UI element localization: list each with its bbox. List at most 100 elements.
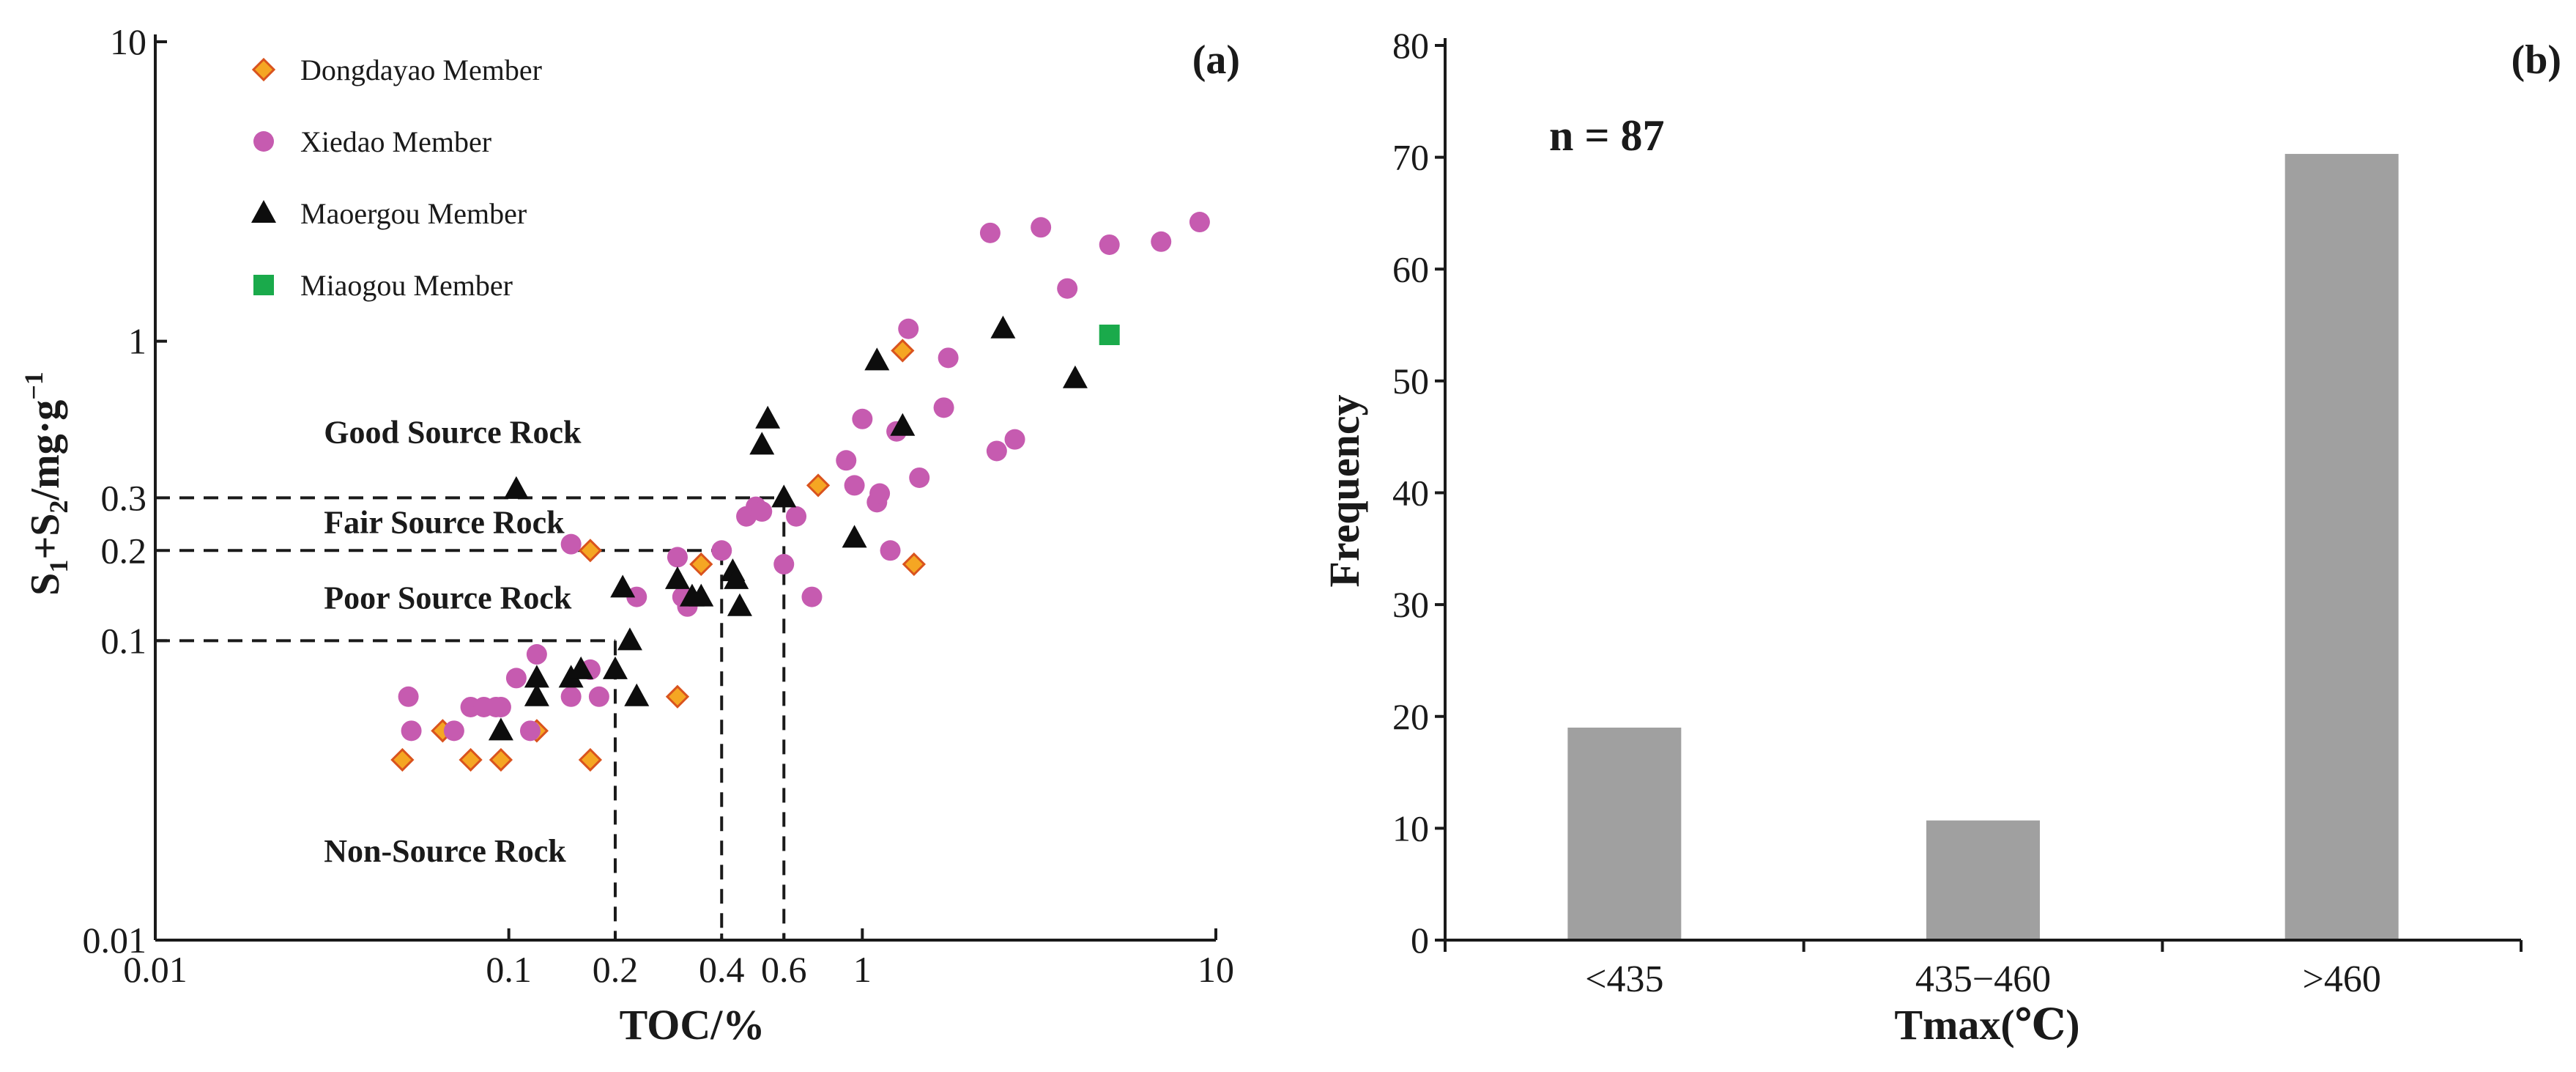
bar-460: [2284, 154, 2399, 940]
xiedao-member-point: [398, 686, 419, 707]
y-title-sup: −1: [19, 371, 48, 400]
panel-b-axes: [1444, 38, 2521, 942]
xiedao-member-point: [979, 222, 1001, 243]
panel-b-y-axis-title: Frequency: [1321, 394, 1368, 587]
maoergou-member-point: [617, 627, 642, 651]
panel-b: 0 10 20 30 40 50 60 70 80 <435 435−460 >460 (b) n =…: [1321, 25, 2561, 1049]
dongdayao-member-point: [390, 747, 415, 772]
b-y-tick-label: 70: [1392, 137, 1429, 178]
y-title-unit: /mg·g: [23, 400, 68, 501]
xiedao-member-point: [519, 720, 541, 742]
zone-label-non-source-rock: Non-Source Rock: [324, 833, 566, 869]
y-tick-label: 10: [110, 21, 146, 62]
xiedao-member-point: [1099, 234, 1120, 255]
panel-a-legend: Dongdayao Member Xiedao Member Maoergou Me…: [251, 53, 542, 302]
maoergou-member-point: [664, 566, 690, 589]
xiedao-member-point: [1057, 278, 1078, 299]
maoergou-member-point: [602, 656, 628, 679]
xiedao-member-point: [869, 483, 891, 504]
y-tick-label: 1: [128, 321, 146, 362]
panel-a-y-axis-title: S1+S2/mg·g−1: [19, 371, 73, 596]
dongdayao-member-point: [665, 684, 690, 709]
panel-a: 0.01 0.1 0.2 0.4 0.6 1 10 0.01 0.1 0.2 0.3 1 10 Good…: [19, 21, 1240, 1049]
panel-a-axes: [154, 34, 1216, 942]
xiedao-member-point: [844, 475, 865, 496]
zone-label-fair-source-rock: Fair Source Rock: [324, 505, 565, 541]
y-tick-label: 0.3: [101, 477, 147, 518]
maoergou-member-point: [724, 566, 749, 589]
x-tick-label: 0.1: [486, 949, 532, 990]
x-tick-label: 1: [853, 949, 872, 990]
maoergou-member-point: [842, 525, 867, 548]
bar-435: [1567, 728, 1682, 940]
panel-b-annotation: n = 87: [1549, 111, 1665, 160]
xiedao-member-point: [443, 720, 464, 742]
xiedao-member-point: [667, 547, 688, 568]
panel-b-ticks: 0 10 20 30 40 50 60 70 80 <435 435−460 >460: [1392, 25, 2523, 1000]
xiedao-member-point: [1004, 429, 1025, 450]
xiedao-member-point: [560, 686, 582, 707]
panel-b-bars: [1567, 154, 2399, 940]
y-title-sub2: 2: [44, 500, 73, 514]
maoergou-member-point: [990, 315, 1016, 339]
b-y-tick-label: 50: [1392, 361, 1429, 402]
b-y-tick-label: 30: [1392, 584, 1429, 625]
maoergou-member-point: [890, 413, 916, 436]
xiedao-member-point: [801, 586, 823, 607]
b-y-tick-label: 40: [1392, 473, 1429, 514]
y-tick-label: 0.01: [83, 920, 147, 961]
maoergou-member-point: [755, 405, 781, 429]
dongdayao-member-point: [459, 747, 483, 772]
miaogou-member-point: [1099, 325, 1120, 346]
legend-label-xiedao-member: Xiedao Member: [300, 125, 491, 158]
xiedao-member-point: [1151, 231, 1172, 252]
panel-a-x-axis-title: TOC/%: [620, 1001, 765, 1049]
b-y-tick-label: 20: [1392, 696, 1429, 737]
maoergou-member-point: [624, 683, 650, 706]
maoergou-member-point: [727, 593, 752, 616]
xiedao-member-point: [490, 696, 511, 717]
zone-label-good-source-rock: Good Source Rock: [324, 415, 582, 451]
panel-b-x-axis-title: Tmax(℃): [1894, 1001, 2079, 1049]
panel-a-points: [390, 212, 1210, 772]
xiedao-member-point: [588, 686, 609, 707]
x-tick-label: 10: [1198, 949, 1234, 990]
dongdayao-member-point: [902, 552, 926, 577]
x-tick-label: 0.2: [593, 949, 639, 990]
maoergou-member-point: [568, 656, 594, 679]
panel-a-ticks: 0.01 0.1 0.2 0.4 0.6 1 10 0.01 0.1 0.2 0.3 1 10: [83, 21, 1235, 990]
dongdayao-member-point: [489, 747, 513, 772]
xiedao-member-point: [938, 347, 959, 369]
xiedao-member-point: [986, 440, 1007, 462]
maoergou-member-point: [610, 574, 636, 598]
x-tick-label: 0.01: [123, 949, 188, 990]
xiedao-member-point: [401, 720, 422, 742]
legend-label-maoergou-member: Maoergou Member: [300, 197, 527, 230]
xiedao-member-point: [1031, 217, 1052, 238]
xiedao-member-point: [852, 408, 873, 429]
y-tick-label: 0.1: [101, 620, 147, 661]
x-tick-label: 0.6: [761, 949, 807, 990]
dongdayao-member-point: [578, 539, 603, 563]
y-title-s: S: [23, 573, 68, 596]
legend-label-miaogou-member: Miaogou Member: [300, 269, 513, 302]
xiedao-member-point: [773, 554, 795, 575]
xiedao-member-point: [560, 533, 582, 555]
panel-a-zones: Good Source Rock Fair Source Rock Poor Sou…: [324, 415, 582, 869]
maoergou-member-point: [488, 717, 513, 741]
legend-marker-dongdayao-member: [251, 57, 276, 82]
xiedao-member-point: [751, 501, 773, 522]
legend-marker-xiedao-member: [253, 131, 274, 152]
xiedao-member-point: [836, 450, 857, 471]
zone-label-poor-source-rock: Poor Source Rock: [324, 580, 572, 616]
maoergou-member-point: [1062, 365, 1088, 388]
xiedao-member-point: [526, 644, 547, 665]
maoergou-member-point: [864, 347, 890, 371]
dongdayao-member-point: [578, 747, 603, 772]
maoergou-member-point: [524, 683, 549, 706]
maoergou-member-point: [503, 476, 529, 499]
b-y-tick-label: 10: [1392, 807, 1429, 849]
maoergou-member-point: [749, 432, 775, 455]
xiedao-member-point: [711, 540, 732, 561]
